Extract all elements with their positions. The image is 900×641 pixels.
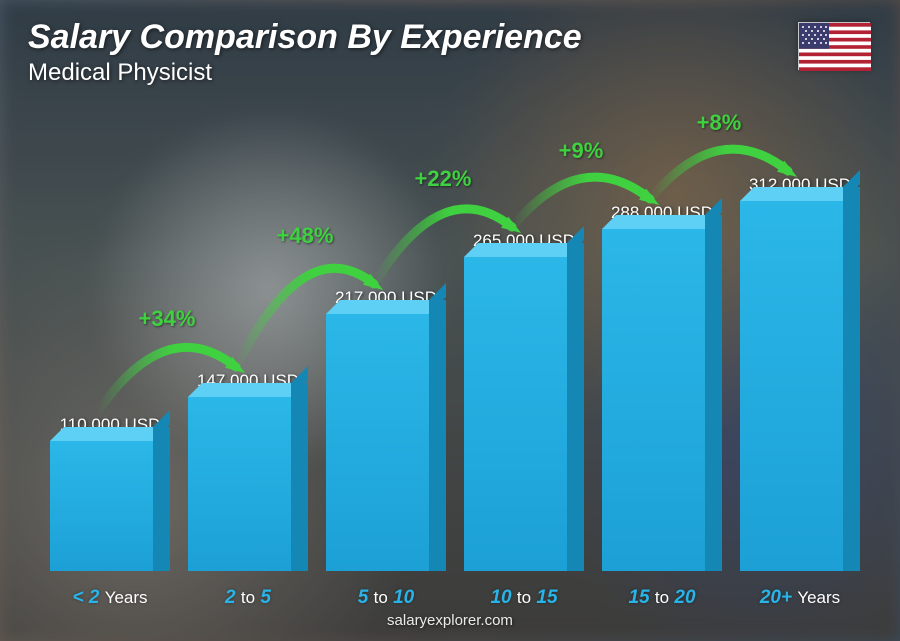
header: Salary Comparison By Experience Medical … (28, 18, 582, 87)
pct-label: +48% (277, 223, 334, 248)
bar-category-label: 5 to 10 (326, 587, 446, 609)
page-subtitle: Medical Physicist (28, 59, 582, 87)
pct-arrow-1: +34% (50, 111, 860, 571)
pct-arrow-4: +9% (50, 111, 860, 571)
flag-icon (798, 22, 870, 70)
pct-label: +22% (415, 166, 472, 191)
bar-shape (326, 314, 446, 571)
bar-0: 110,000 USD< 2 Years (50, 415, 170, 571)
pct-label: +34% (139, 306, 196, 331)
bar-category-label: 20+ Years (740, 587, 860, 609)
bar-chart: 110,000 USD< 2 Years147,000 USD2 to 5217… (50, 111, 860, 571)
footer-source: salaryexplorer.com (0, 612, 900, 629)
bar-category-label: 10 to 15 (464, 587, 584, 609)
bar-3: 265,000 USD10 to 15 (464, 231, 584, 571)
bar-5: 312,000 USD20+ Years (740, 175, 860, 571)
bar-4: 288,000 USD15 to 20 (602, 203, 722, 571)
page-title: Salary Comparison By Experience (28, 18, 582, 57)
bar-category-label: 15 to 20 (602, 587, 722, 609)
bar-category-label: 2 to 5 (188, 587, 308, 609)
pct-label: +9% (559, 138, 604, 163)
bar-shape (50, 441, 170, 571)
bar-shape (188, 397, 308, 571)
bar-shape (740, 201, 860, 571)
bar-shape (602, 229, 722, 571)
bar-1: 147,000 USD2 to 5 (188, 371, 308, 571)
bar-category-label: < 2 Years (50, 587, 170, 609)
bar-shape (464, 257, 584, 571)
pct-arrow-5: +8% (50, 111, 860, 571)
pct-label: +8% (697, 110, 742, 135)
pct-arrow-2: +48% (50, 111, 860, 571)
pct-arrow-3: +22% (50, 111, 860, 571)
bar-2: 217,000 USD5 to 10 (326, 288, 446, 571)
